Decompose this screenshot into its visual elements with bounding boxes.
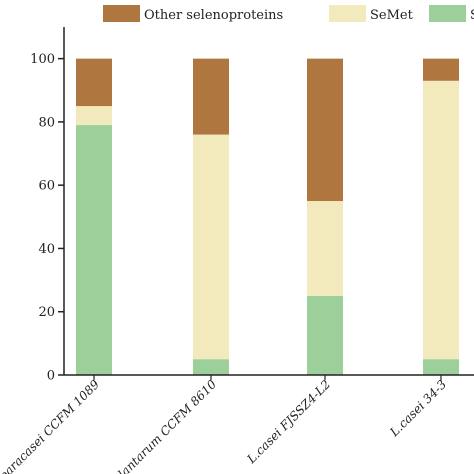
y-tick-label-40: 40 — [38, 242, 55, 257]
bar-other-selenoproteins-l-paracasei-ccfm-1089 — [76, 58, 112, 107]
legend-swatch-other-selenoproteins — [103, 5, 140, 22]
y-tick-label-0: 0 — [47, 369, 55, 384]
legend-label-other-selenoproteins: Other selenoproteins — [144, 8, 283, 23]
legend-label-secys: SeCys — [470, 8, 474, 23]
x-category-label-l-casei-34-3: L.casei 34-3 — [387, 377, 450, 440]
y-axis-ticks: 0 20 40 60 80 100 — [30, 52, 64, 384]
y-tick-label-80: 80 — [38, 115, 55, 130]
bar-semet-l-plantarum-ccfm-8610 — [193, 134, 229, 360]
bars — [76, 58, 459, 375]
x-category-label-l-plantarum-ccfm-8610: L.plantarum CCFM 8610 — [101, 377, 219, 474]
y-tick-label-60: 60 — [38, 179, 55, 194]
bar-group-l-casei-34-3 — [423, 58, 459, 375]
bar-other-selenoproteins-l-plantarum-ccfm-8610 — [193, 58, 229, 135]
x-category-label-l-casei-fjssz4-l2: L.casei FJSSZ4-L2 — [244, 377, 334, 467]
bar-secys-l-paracasei-ccfm-1089 — [76, 125, 112, 375]
bar-semet-l-casei-fjssz4-l2 — [307, 201, 343, 296]
bar-semet-l-casei-34-3 — [423, 80, 459, 360]
bar-group-l-paracasei-ccfm-1089 — [76, 58, 112, 375]
bar-other-selenoproteins-l-casei-fjssz4-l2 — [307, 58, 343, 201]
legend: Other selenoproteins SeMet SeCys — [103, 5, 474, 23]
x-category-label-l-paracasei-ccfm-1089: L.paracasei CCFM 1089 — [0, 377, 102, 474]
bar-group-l-plantarum-ccfm-8610 — [193, 58, 229, 375]
legend-swatch-semet — [329, 5, 366, 22]
bar-semet-l-paracasei-ccfm-1089 — [76, 106, 112, 126]
bar-secys-l-casei-fjssz4-l2 — [307, 295, 343, 375]
legend-label-semet: SeMet — [370, 8, 414, 23]
y-tick-label-20: 20 — [38, 305, 55, 320]
bar-group-l-casei-fjssz4-l2 — [307, 58, 343, 375]
bar-secys-l-casei-34-3 — [423, 359, 459, 375]
y-tick-label-100: 100 — [30, 52, 55, 67]
legend-swatch-secys — [429, 5, 466, 22]
bar-secys-l-plantarum-ccfm-8610 — [193, 359, 229, 375]
x-axis-category-labels: L.paracasei CCFM 1089 L.plantarum CCFM 86… — [0, 375, 449, 474]
bar-other-selenoproteins-l-casei-34-3 — [423, 58, 459, 81]
